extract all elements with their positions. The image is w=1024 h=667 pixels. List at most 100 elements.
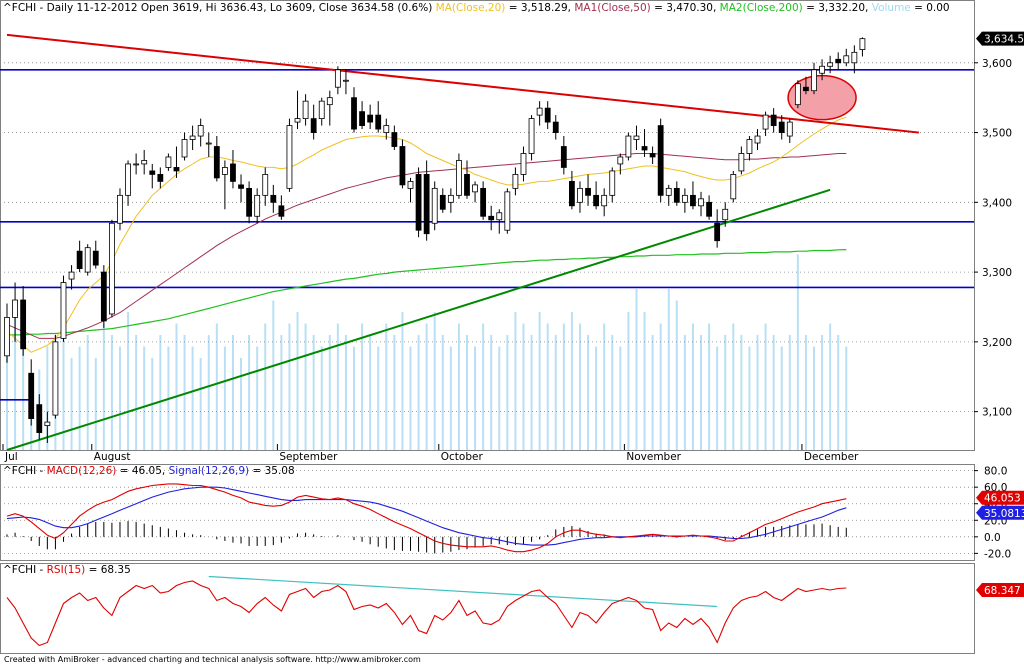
candle xyxy=(36,394,43,440)
macd-tick-label: 80.0 xyxy=(984,466,1007,478)
candle-body-up xyxy=(262,174,269,196)
candle xyxy=(60,275,67,342)
y-tick-label: 3,500 xyxy=(982,128,1012,140)
rsi-title: ^FCHI - RSI(15) = 68.35 xyxy=(3,564,131,576)
macd-tick-label: -20.0 xyxy=(984,548,1011,560)
candle-body-up xyxy=(52,341,59,416)
volume-bar xyxy=(748,346,751,450)
volume-bar xyxy=(724,335,727,450)
candle-body-up xyxy=(617,156,624,165)
candle-body-down xyxy=(173,167,180,172)
candle xyxy=(859,37,866,57)
volume-bar xyxy=(159,335,162,450)
candle-body-up xyxy=(68,271,75,280)
candle xyxy=(552,115,559,140)
volume-bar xyxy=(385,323,388,450)
candle xyxy=(246,181,253,224)
candle xyxy=(690,181,696,210)
candle-body-down xyxy=(835,58,842,64)
candle xyxy=(133,153,140,175)
x-tick-label: October xyxy=(441,451,484,463)
volume-bar xyxy=(86,335,89,450)
volume-bar xyxy=(441,335,444,450)
candle xyxy=(762,111,769,137)
volume-bar xyxy=(813,346,815,450)
footer-credit: Created with AmiBroker - advanced charti… xyxy=(4,655,421,664)
candle xyxy=(230,150,236,189)
candle-body-up xyxy=(343,79,349,82)
x-tick-label: Jul xyxy=(4,451,18,463)
candle-body-up xyxy=(334,69,341,88)
candle-body-up xyxy=(811,69,817,92)
volume-bar xyxy=(199,358,202,450)
panel-frame-0 xyxy=(0,0,975,451)
candle-body-up xyxy=(754,135,761,144)
candle xyxy=(391,125,398,150)
ma50-legend: MA1(Close,50) xyxy=(574,2,650,14)
candle-body-down xyxy=(657,125,664,196)
candle-body-up xyxy=(512,174,519,189)
candle-body-up xyxy=(197,125,204,137)
candle xyxy=(480,181,487,220)
candle xyxy=(528,115,535,161)
rsi-last-label: 68.347 xyxy=(984,585,1021,597)
candle xyxy=(811,62,817,95)
candle xyxy=(173,146,180,178)
volume-bar xyxy=(474,346,477,450)
candle-body-up xyxy=(318,100,325,120)
candle-body-down xyxy=(399,146,406,186)
candle-body-down xyxy=(690,194,696,207)
candle-body-down xyxy=(92,250,99,266)
volume-bar xyxy=(409,346,412,450)
candle xyxy=(496,209,503,234)
candle xyxy=(698,191,704,217)
candle xyxy=(286,118,293,192)
candle xyxy=(141,150,148,175)
macd-tick-label: 0.0 xyxy=(984,532,1001,544)
volume-bar xyxy=(231,335,234,450)
candle-body-down xyxy=(310,118,317,133)
volume-bar xyxy=(578,323,581,450)
candle-body-down xyxy=(778,121,785,133)
candle-body-up xyxy=(762,114,769,130)
price-title: ^FCHI - Daily 11-12-2012 Open 3619, Hi 3… xyxy=(3,2,950,14)
candle-body-down xyxy=(230,163,236,182)
volume-bar xyxy=(683,335,686,450)
volume-bar xyxy=(94,358,97,450)
rsi-last-badge xyxy=(976,582,1024,597)
candle-body-up xyxy=(722,208,729,221)
candle-body-up xyxy=(843,55,850,64)
candle xyxy=(205,132,212,157)
candle-body-up xyxy=(294,118,301,123)
candle xyxy=(343,69,349,95)
candle xyxy=(633,125,640,150)
candle xyxy=(367,104,374,130)
volume-bar xyxy=(716,346,719,450)
macd-legend: MACD(12,26) xyxy=(47,465,117,477)
candle xyxy=(165,153,172,171)
volume-bar xyxy=(538,312,541,450)
candle-body-up xyxy=(633,135,640,140)
volume-bar xyxy=(595,346,598,450)
volume-bar xyxy=(457,323,460,450)
candle xyxy=(294,90,301,130)
candle-body-up xyxy=(407,180,414,189)
y-tick-label: 3,200 xyxy=(982,337,1012,349)
candle-body-up xyxy=(109,222,115,315)
candle-body-down xyxy=(641,146,648,151)
candle xyxy=(326,90,333,126)
candle xyxy=(12,282,18,342)
candle-body-up xyxy=(609,170,616,196)
candle-body-up xyxy=(851,51,858,64)
candle xyxy=(262,167,269,206)
candle-body-up xyxy=(504,191,511,231)
candle-body-up xyxy=(520,153,527,175)
candle xyxy=(681,188,688,213)
volume-bar xyxy=(732,323,735,450)
candle xyxy=(456,153,462,199)
candle xyxy=(730,170,737,203)
volume-bar xyxy=(522,323,525,450)
candle-body-up xyxy=(827,62,834,67)
volume-bar xyxy=(70,358,73,450)
